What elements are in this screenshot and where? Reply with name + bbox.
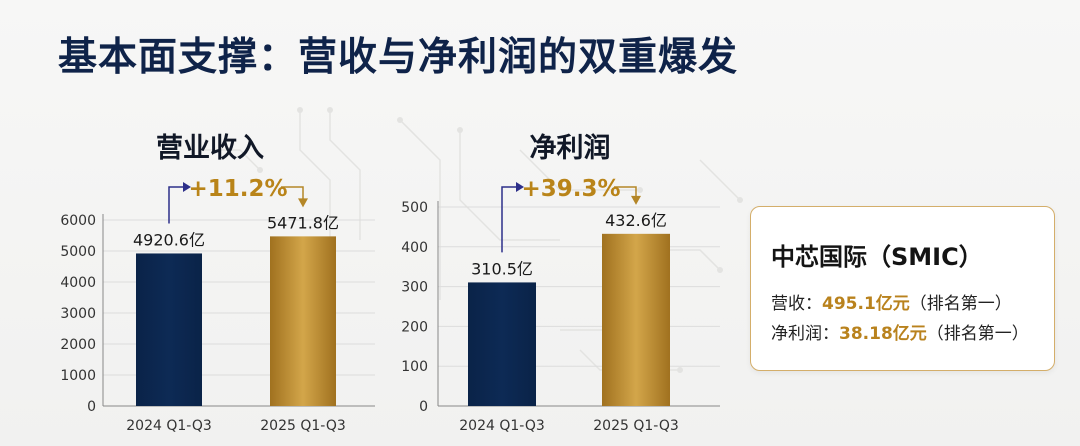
card-profit-value: 38.18亿元 — [839, 324, 927, 344]
x-category-label: 2024 Q1-Q3 — [126, 418, 212, 434]
growth-arrow-head-left — [183, 182, 191, 192]
growth-label: +39.3% — [521, 176, 620, 202]
revenue-chart-svg: 0 1000 2000 3000 4000 5000 6000 4920.6亿 2024 Q1-… — [60, 176, 375, 434]
y-tick-label: 200 — [401, 319, 428, 335]
growth-arrow-left — [501, 186, 518, 253]
growth-arrow-head-right — [298, 198, 308, 208]
y-tick-label: 1000 — [60, 368, 96, 384]
bar-2025 — [602, 233, 670, 406]
growth-arrow-head-left — [516, 182, 524, 192]
chart-title: 营业收入 — [156, 133, 264, 164]
bar-2024 — [468, 282, 536, 406]
page-title: 基本面支撑：营收与净利润的双重爆发 — [58, 35, 739, 80]
card-revenue-line: 营收：495.1亿元（排名第一） — [771, 289, 1012, 314]
y-tick-label: 500 — [401, 200, 428, 216]
x-category-label: 2024 Q1-Q3 — [459, 418, 545, 434]
chart-title: 净利润 — [529, 133, 611, 164]
y-tick-label: 6000 — [60, 213, 96, 229]
smic-info-card: 中芯国际（SMIC） 营收：495.1亿元（排名第一） 净利润：38.18亿元（… — [750, 206, 1055, 371]
bar-2024 — [136, 253, 202, 406]
card-revenue-rank: （排名第一） — [909, 294, 1012, 314]
growth-arrow-right — [614, 186, 637, 200]
growth-label: +11.2% — [188, 176, 287, 202]
bar-data-label: 5471.8亿 — [267, 213, 339, 232]
revenue-chart: 营业收入 0 1000 2000 3000 4000 5000 6000 4920.6亿 202… — [0, 110, 380, 446]
bar-2025 — [270, 236, 336, 406]
card-profit-rank: （排名第一） — [926, 324, 1029, 344]
growth-arrow-head-right — [631, 195, 641, 205]
growth-arrow-right — [281, 186, 304, 203]
bar-data-label: 4920.6亿 — [133, 230, 205, 249]
card-profit-line: 净利润：38.18亿元（排名第一） — [771, 319, 1029, 344]
y-tick-label: 0 — [419, 399, 428, 415]
y-tick-label: 300 — [401, 280, 428, 296]
y-tick-label: 100 — [401, 359, 428, 375]
profit-chart: 净利润 0 100 200 300 400 500 310.5亿 2024 Q1-Q3 432.… — [380, 110, 730, 446]
y-tick-label: 400 — [401, 240, 428, 256]
card-title: 中芯国际（SMIC） — [771, 243, 983, 271]
card-revenue-value: 495.1亿元 — [822, 294, 910, 314]
card-profit-label: 净利润： — [771, 324, 839, 344]
y-tick-label: 2000 — [60, 337, 96, 353]
bar-data-label: 432.6亿 — [605, 211, 667, 230]
profit-chart-svg: 0 100 200 300 400 500 310.5亿 2024 Q1-Q3 432.6亿 20… — [401, 176, 720, 434]
growth-arrow-left — [168, 186, 185, 224]
y-tick-label: 4000 — [60, 275, 96, 291]
x-category-label: 2025 Q1-Q3 — [260, 418, 346, 434]
card-revenue-label: 营收： — [771, 294, 822, 314]
bar-data-label: 310.5亿 — [471, 259, 533, 278]
y-tick-label: 5000 — [60, 244, 96, 260]
x-category-label: 2025 Q1-Q3 — [593, 418, 679, 434]
y-tick-label: 3000 — [60, 306, 96, 322]
y-tick-label: 0 — [87, 399, 96, 415]
